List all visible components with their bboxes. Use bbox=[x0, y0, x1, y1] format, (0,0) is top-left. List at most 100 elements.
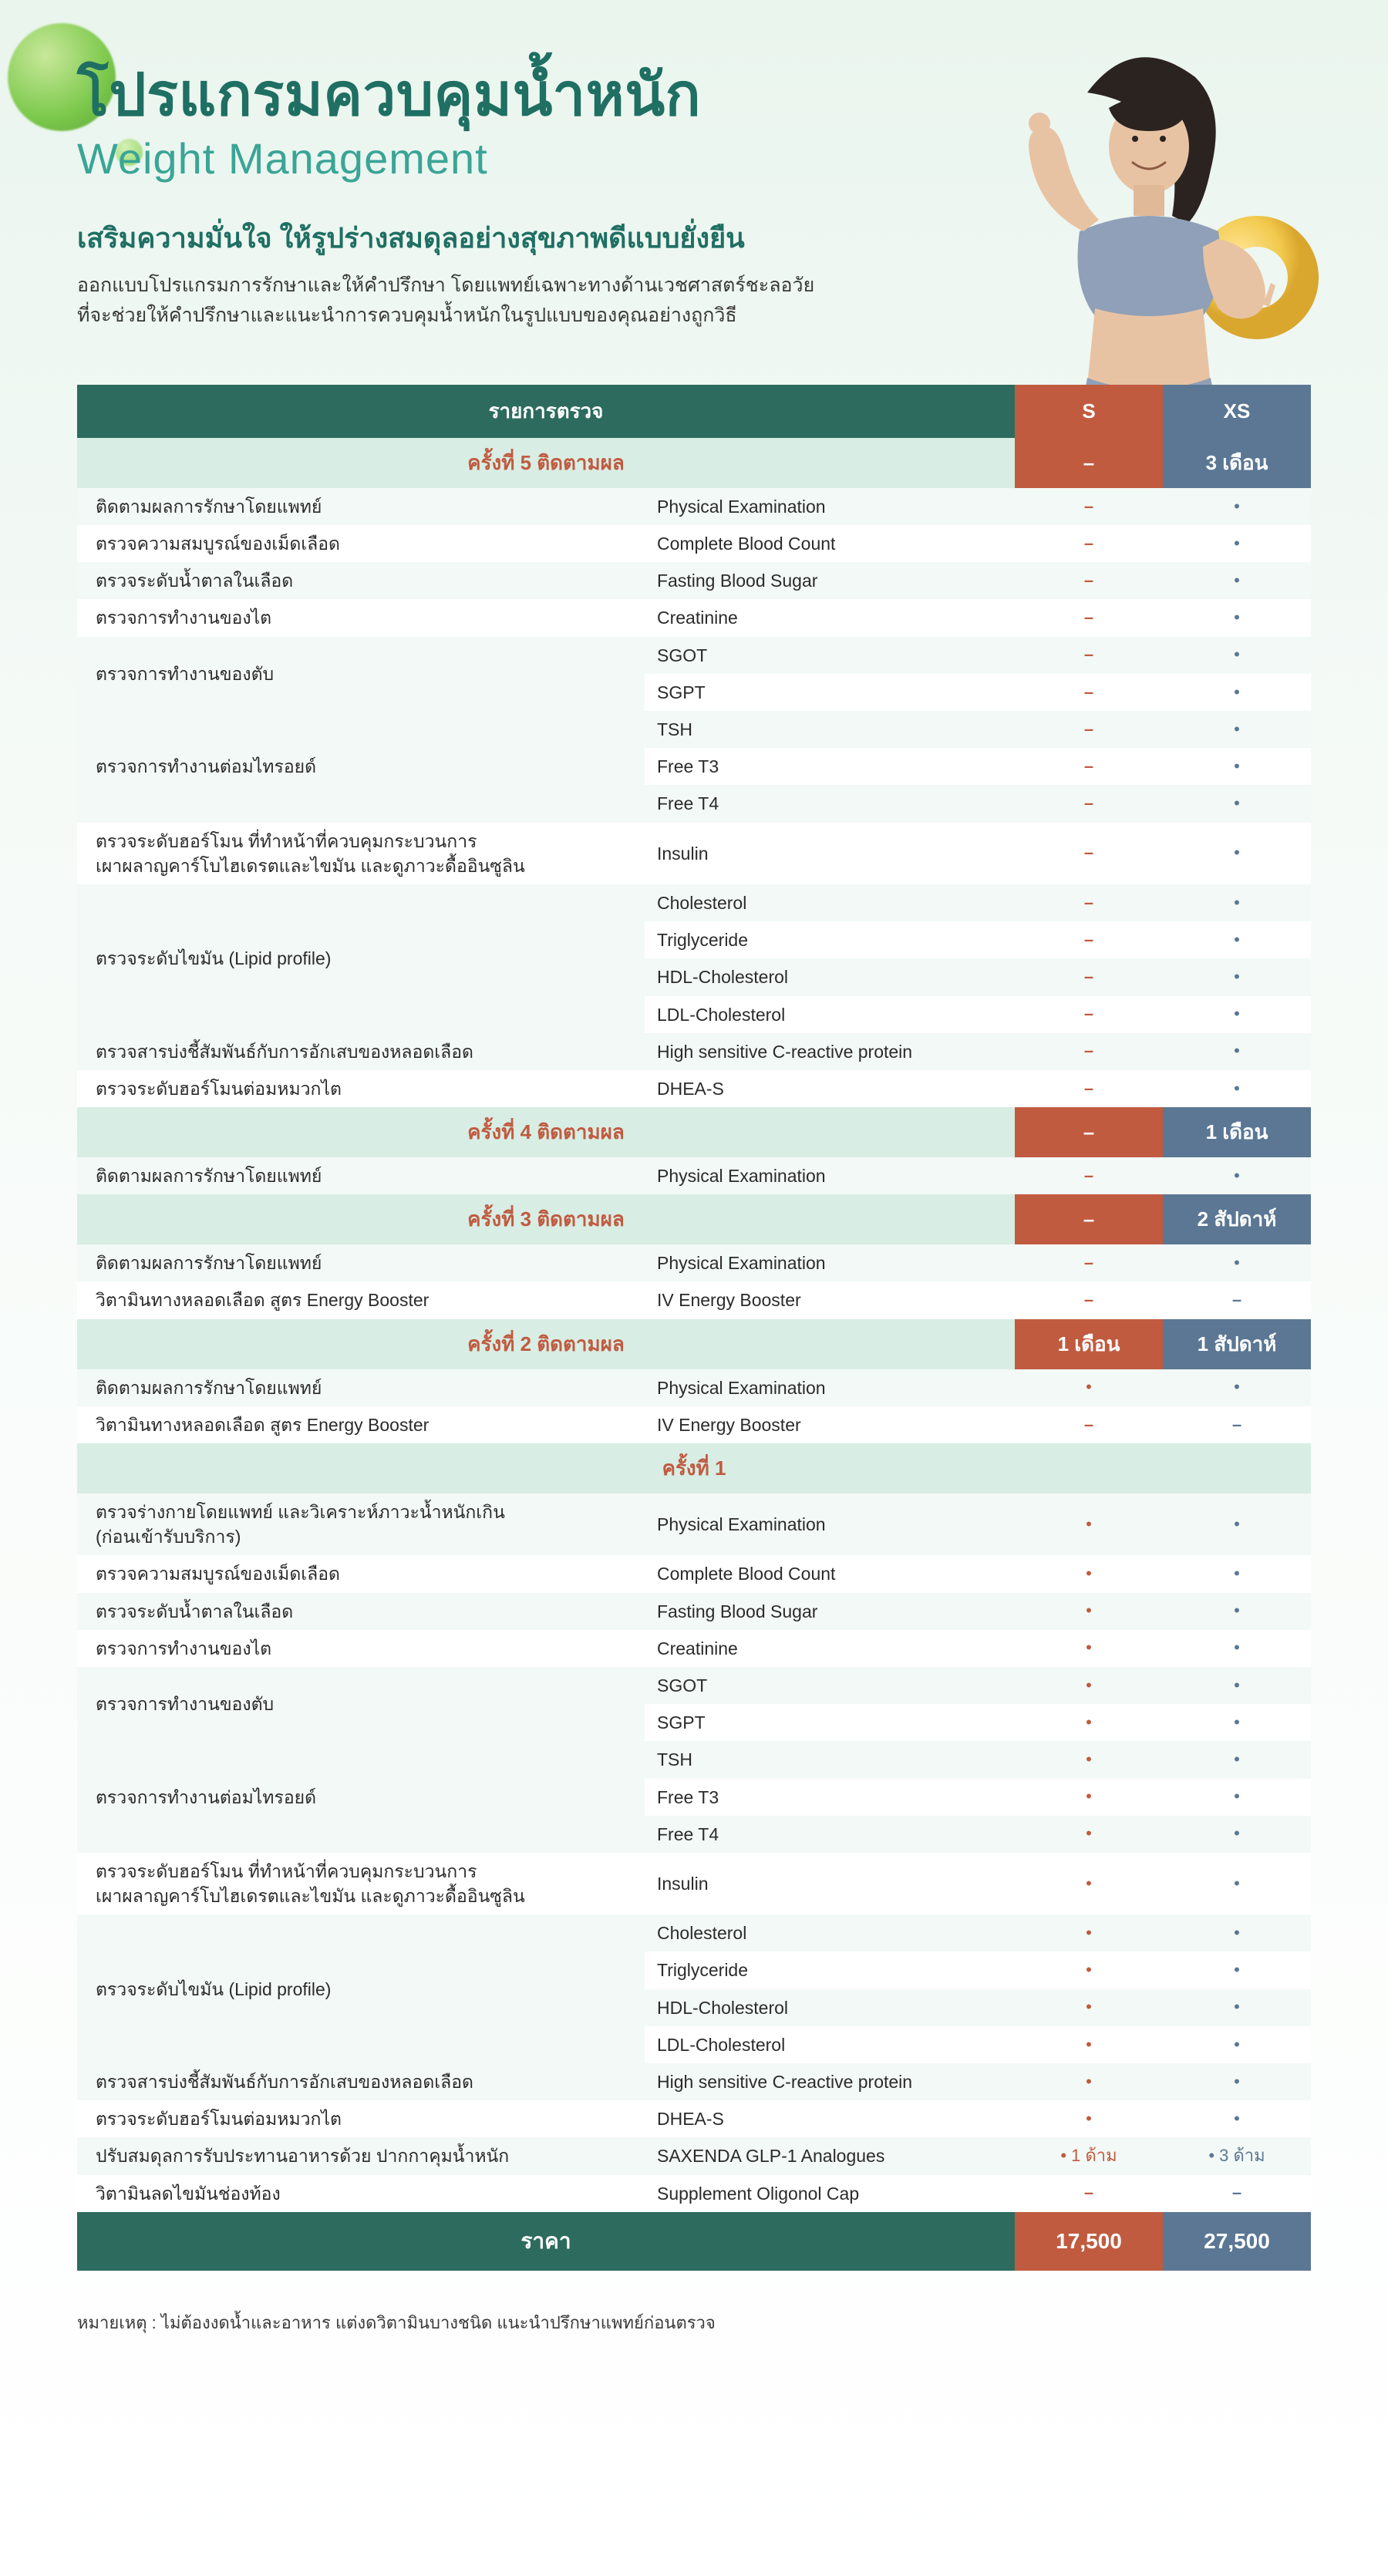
desc-line2: ที่จะช่วยให้คำปรึกษาและแนะนำการควบคุมน้ำ… bbox=[77, 305, 737, 326]
item-name-th: ตรวจการทำงานของไต bbox=[77, 1630, 645, 1667]
item-name-th: ตรวจสารบ่งชี้สัมพันธ์กับการอักเสบของหลอด… bbox=[77, 2063, 645, 2100]
mark-cell: • bbox=[1163, 1779, 1311, 1816]
item-name-th: วิตามินทางหลอดเลือด สูตร Energy Booster bbox=[77, 1406, 645, 1443]
mark-cell: • bbox=[1015, 1630, 1163, 1667]
table-row: ตรวจระดับไขมัน (Lipid profile)Cholestero… bbox=[77, 1914, 1311, 1951]
item-name-th: ตรวจการทำงานของตับ bbox=[77, 637, 645, 711]
item-name-en: Physical Examination bbox=[645, 1244, 1015, 1281]
mark-cell: • bbox=[1015, 2063, 1163, 2100]
item-name-en: LDL-Cholesterol bbox=[645, 2026, 1015, 2063]
mark-cell: • bbox=[1163, 921, 1311, 958]
item-name-en: Cholesterol bbox=[645, 1914, 1015, 1951]
mark-cell: – bbox=[1015, 1070, 1163, 1107]
item-name-th: ตรวจระดับน้ำตาลในเลือด bbox=[77, 1593, 645, 1630]
mark-cell: – bbox=[1015, 562, 1163, 599]
mark-cell: • bbox=[1015, 1704, 1163, 1741]
section-header-row: ครั้งที่ 4 ติดตามผล–1 เดือน bbox=[77, 1107, 1311, 1157]
item-name-en: Triglyceride bbox=[645, 1951, 1015, 1988]
item-name-th: ติดตามผลการรักษาโดยแพทย์ bbox=[77, 1157, 645, 1194]
mark-cell: • bbox=[1163, 958, 1311, 995]
mark-cell: – bbox=[1015, 785, 1163, 822]
section-s-label: – bbox=[1015, 1107, 1163, 1157]
mark-cell: – bbox=[1163, 2175, 1311, 2212]
mark-cell: • bbox=[1015, 2100, 1163, 2137]
mark-cell: • bbox=[1015, 1951, 1163, 1988]
mark-cell: – bbox=[1015, 921, 1163, 958]
item-name-en: Creatinine bbox=[645, 1630, 1015, 1667]
mark-cell: • bbox=[1163, 562, 1311, 599]
mark-cell: – bbox=[1015, 884, 1163, 921]
item-name-en: LDL-Cholesterol bbox=[645, 996, 1015, 1033]
mark-cell: • bbox=[1015, 2026, 1163, 2063]
item-name-th: ตรวจการทำงานของตับ bbox=[77, 1667, 645, 1741]
mark-cell: • bbox=[1163, 1704, 1311, 1741]
mark-cell: • bbox=[1015, 1816, 1163, 1853]
item-name-en: DHEA-S bbox=[645, 2100, 1015, 2137]
mark-cell: • bbox=[1163, 1070, 1311, 1107]
table-row: ติดตามผลการรักษาโดยแพทย์Physical Examina… bbox=[77, 488, 1311, 525]
item-name-en: SGOT bbox=[645, 1667, 1015, 1704]
item-name-en: Creatinine bbox=[645, 599, 1015, 636]
item-name-en: Physical Examination bbox=[645, 1493, 1015, 1555]
price-row: ราคา 17,500 27,500 bbox=[77, 2212, 1311, 2271]
mark-cell: – bbox=[1015, 1281, 1163, 1318]
table-row: ตรวจระดับฮอร์โมน ที่ทำหน้าที่ควบคุมกระบว… bbox=[77, 1853, 1311, 1914]
table-row: วิตามินลดไขมันช่องท้องSupplement Oligono… bbox=[77, 2175, 1311, 2212]
mark-cell: – bbox=[1015, 525, 1163, 562]
mark-cell: • bbox=[1163, 1593, 1311, 1630]
mark-cell: – bbox=[1015, 823, 1163, 884]
table-row: ตรวจสารบ่งชี้สัมพันธ์กับการอักเสบของหลอด… bbox=[77, 2063, 1311, 2100]
mark-cell: • bbox=[1163, 785, 1311, 822]
mark-cell: • bbox=[1163, 1244, 1311, 1281]
mark-cell: • bbox=[1163, 748, 1311, 785]
section-s-label: – bbox=[1015, 438, 1163, 488]
mark-cell: • bbox=[1163, 1853, 1311, 1914]
item-name-en: TSH bbox=[645, 1741, 1015, 1778]
section-xs-label: 1 สัปดาห์ bbox=[1163, 1319, 1311, 1369]
mark-cell: – bbox=[1015, 996, 1163, 1033]
item-name-th: ตรวจระดับไขมัน (Lipid profile) bbox=[77, 1914, 645, 2063]
table-row: ตรวจการทำงานของตับSGOT•• bbox=[77, 1667, 1311, 1704]
item-name-th: วิตามินลดไขมันช่องท้อง bbox=[77, 2175, 645, 2212]
section-header-row: ครั้งที่ 1 bbox=[77, 1443, 1311, 1493]
table-row: ตรวจการทำงานของตับSGOT–• bbox=[77, 637, 1311, 674]
table-row: ติดตามผลการรักษาโดยแพทย์Physical Examina… bbox=[77, 1369, 1311, 1406]
price-xs: 27,500 bbox=[1163, 2212, 1311, 2271]
mark-cell: – bbox=[1015, 748, 1163, 785]
mark-cell: • bbox=[1163, 1816, 1311, 1853]
item-name-th: ติดตามผลการรักษาโดยแพทย์ bbox=[77, 1244, 645, 1281]
table-row: วิตามินทางหลอดเลือด สูตร Energy BoosterI… bbox=[77, 1406, 1311, 1443]
table-row: ตรวจระดับไขมัน (Lipid profile)Cholestero… bbox=[77, 884, 1311, 921]
mark-cell: – bbox=[1015, 488, 1163, 525]
section-header-row: ครั้งที่ 5 ติดตามผล–3 เดือน bbox=[77, 438, 1311, 488]
table-row: ตรวจระดับฮอร์โมนต่อมหมวกไตDHEA-S–• bbox=[77, 1070, 1311, 1107]
mark-cell: • bbox=[1015, 1914, 1163, 1951]
mark-cell: • bbox=[1163, 884, 1311, 921]
section-s-label: 1 เดือน bbox=[1015, 1319, 1163, 1369]
mark-cell: – bbox=[1015, 1157, 1163, 1194]
item-name-en: Insulin bbox=[645, 1853, 1015, 1914]
item-name-en: Free T3 bbox=[645, 1779, 1015, 1816]
item-name-en: SGOT bbox=[645, 637, 1015, 674]
program-table: รายการตรวจ S XS ครั้งที่ 5 ติดตามผล–3 เด… bbox=[77, 385, 1311, 2271]
mark-cell: • bbox=[1015, 1779, 1163, 1816]
desc-line1: ออกแบบโปรแกรมการรักษาและให้คำปรึกษา โดยแ… bbox=[77, 274, 814, 296]
table-row: ตรวจระดับน้ำตาลในเลือดFasting Blood Suga… bbox=[77, 562, 1311, 599]
item-name-th: ตรวจระดับฮอร์โมน ที่ทำหน้าที่ควบคุมกระบว… bbox=[77, 823, 645, 884]
mark-cell: • bbox=[1015, 1853, 1163, 1914]
mark-cell: • bbox=[1015, 1667, 1163, 1704]
mark-cell: – bbox=[1163, 1281, 1311, 1318]
section-header-row: ครั้งที่ 3 ติดตามผล–2 สัปดาห์ bbox=[77, 1194, 1311, 1244]
mark-cell: – bbox=[1015, 637, 1163, 674]
mark-cell: • bbox=[1163, 525, 1311, 562]
item-name-en: Free T3 bbox=[645, 748, 1015, 785]
item-name-th: ตรวจสารบ่งชี้สัมพันธ์กับการอักเสบของหลอด… bbox=[77, 1033, 645, 1070]
price-label: ราคา bbox=[77, 2212, 1015, 2271]
mark-cell: • 1 ด้าม bbox=[1015, 2137, 1163, 2174]
item-name-en: DHEA-S bbox=[645, 1070, 1015, 1107]
table-row: ตรวจการทำงานต่อมไทรอยด์TSH•• bbox=[77, 1741, 1311, 1778]
item-name-th: ตรวจการทำงานต่อมไทรอยด์ bbox=[77, 1741, 645, 1853]
table-row: ตรวจสารบ่งชี้สัมพันธ์กับการอักเสบของหลอด… bbox=[77, 1033, 1311, 1070]
item-name-en: IV Energy Booster bbox=[645, 1281, 1015, 1318]
subtitle: เสริมความมั่นใจ ให้รูปร่างสมดุลอย่างสุขภ… bbox=[77, 216, 1311, 260]
